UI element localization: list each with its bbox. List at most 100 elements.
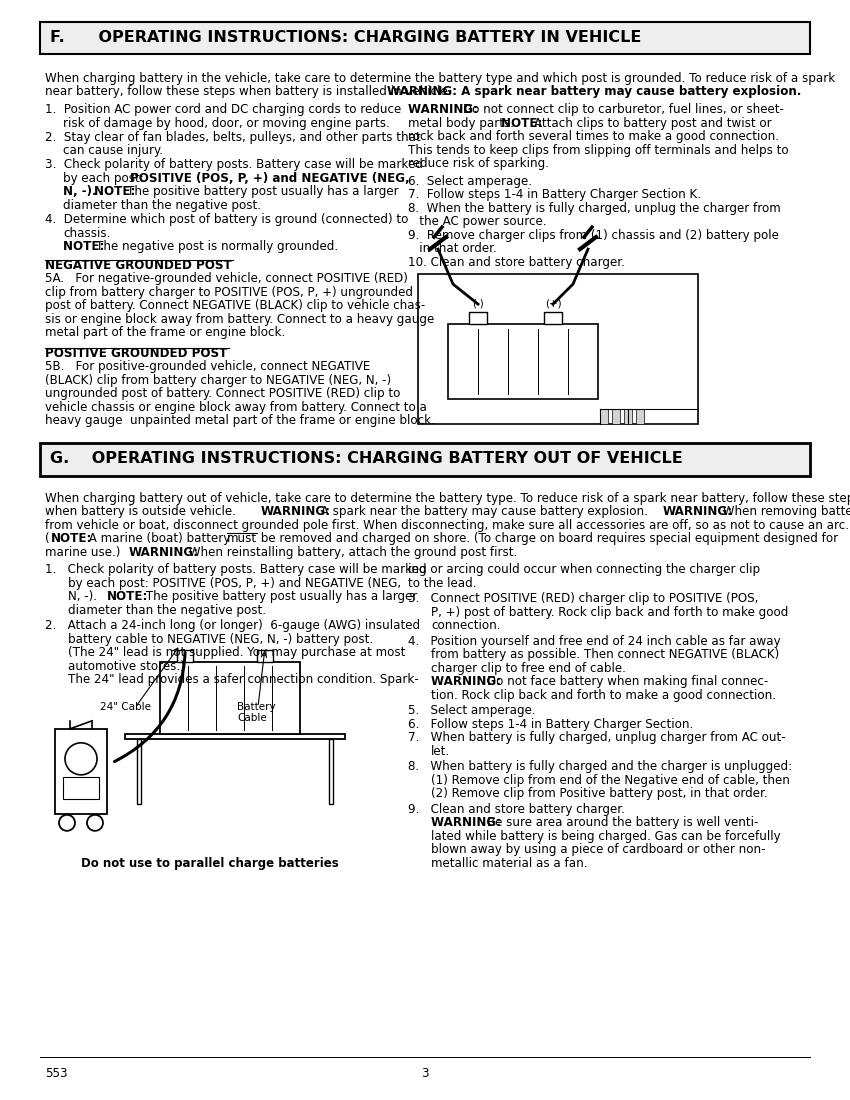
Text: 7.  Follow steps 1-4 in Battery Charger Section K.: 7. Follow steps 1-4 in Battery Charger S… (408, 188, 701, 201)
Text: When charging battery in the vehicle, take care to determine the battery type an: When charging battery in the vehicle, ta… (45, 72, 836, 85)
Bar (177, 650, 193, 662)
Text: be removed and charged on shore. (To charge on board requires special equipment : be removed and charged on shore. (To cha… (257, 532, 838, 546)
Text: NOTE:: NOTE: (107, 591, 149, 603)
Text: NEGATIVE GROUNDED POST: NEGATIVE GROUNDED POST (45, 258, 232, 272)
Bar (63, 777, 99, 799)
Text: 3.   Connect POSITIVE (RED) charger clip to POSITIVE (POS,: 3. Connect POSITIVE (RED) charger clip t… (408, 592, 758, 605)
Text: NOTE:: NOTE: (63, 240, 109, 253)
Text: metallic material as a fan.: metallic material as a fan. (431, 857, 587, 870)
Text: automotive stores.): automotive stores.) (68, 660, 184, 673)
Bar (137, 739, 141, 804)
Text: POSITIVE GROUNDED POST: POSITIVE GROUNDED POST (45, 346, 227, 360)
Text: WARNING:: WARNING: (261, 505, 331, 518)
Text: diameter than the negative post.: diameter than the negative post. (68, 604, 266, 617)
Text: 8.  When the battery is fully charged, unplug the charger from: 8. When the battery is fully charged, un… (408, 201, 781, 214)
Text: WARNING:: WARNING: (431, 675, 505, 689)
Text: lated while battery is being charged. Gas can be forcefully: lated while battery is being charged. Ga… (431, 829, 780, 843)
Text: (-): (-) (472, 298, 484, 308)
Text: When reinstalling battery, attach the ground post first.: When reinstalling battery, attach the gr… (185, 546, 518, 559)
Text: When charging battery out of vehicle, take care to determine the battery type. T: When charging battery out of vehicle, ta… (45, 492, 850, 505)
Bar (612, 409, 620, 425)
Text: 5.   Select amperage.: 5. Select amperage. (408, 704, 536, 717)
Text: connection.: connection. (431, 619, 501, 632)
Text: 9.   Clean and store battery charger.: 9. Clean and store battery charger. (408, 803, 625, 816)
Bar (600, 409, 608, 425)
Text: 8.   When battery is fully charged and the charger is unplugged:: 8. When battery is fully charged and the… (408, 760, 792, 773)
Bar (55, 729, 107, 814)
Bar (40, 442, 810, 475)
Text: chassis.: chassis. (63, 227, 110, 240)
Text: When removing battery: When removing battery (719, 505, 850, 518)
Text: 9.  Remove charger clips from (1) chassis and (2) battery pole: 9. Remove charger clips from (1) chassis… (408, 229, 779, 242)
Bar (329, 739, 333, 804)
Text: 5A.   For negative-grounded vehicle, connect POSITIVE (RED): 5A. For negative-grounded vehicle, conne… (45, 273, 408, 286)
Text: (2) Remove clip from Positive battery post, in that order.: (2) Remove clip from Positive battery po… (431, 788, 768, 801)
Text: vehicle chassis or engine block away from battery. Connect to a: vehicle chassis or engine block away fro… (45, 400, 427, 414)
Text: WARNING:: WARNING: (408, 103, 482, 116)
Text: 3: 3 (422, 1067, 428, 1080)
Text: ungrounded post of battery. Connect POSITIVE (RED) clip to: ungrounded post of battery. Connect POSI… (45, 387, 400, 400)
Text: post of battery. Connect NEGATIVE (BLACK) clip to vehicle chas-: post of battery. Connect NEGATIVE (BLACK… (45, 299, 425, 312)
Text: to the lead.: to the lead. (408, 576, 477, 590)
Text: by each post:: by each post: (63, 172, 148, 185)
Bar (469, 312, 487, 324)
Text: the AC power source.: the AC power source. (408, 216, 547, 228)
Text: This tends to keep clips from slipping off terminals and helps to: This tends to keep clips from slipping o… (408, 143, 789, 156)
Bar (40, 22, 810, 54)
Text: 6.   Follow steps 1-4 in Battery Charger Section.: 6. Follow steps 1-4 in Battery Charger S… (408, 718, 694, 730)
Text: from battery as possible. Then connect NEGATIVE (BLACK): from battery as possible. Then connect N… (431, 648, 779, 661)
Text: WARNING:: WARNING: (431, 816, 505, 829)
Text: POSITIVE (POS, P, +) and NEGATIVE (NEG,: POSITIVE (POS, P, +) and NEGATIVE (NEG, (130, 172, 410, 185)
Text: Do not connect clip to carburetor, fuel lines, or sheet-: Do not connect clip to carburetor, fuel … (463, 103, 784, 116)
Text: 3.  Check polarity of battery posts. Battery case will be marked: 3. Check polarity of battery posts. Batt… (45, 158, 422, 172)
Text: heavy gauge  unpainted metal part of the frame or engine block.: heavy gauge unpainted metal part of the … (45, 415, 435, 427)
Text: by each post: POSITIVE (POS, P, +) and NEGATIVE (NEG,: by each post: POSITIVE (POS, P, +) and N… (68, 576, 401, 590)
Text: A spark near the battery may cause battery explosion.: A spark near the battery may cause batte… (317, 505, 652, 518)
Text: 553: 553 (45, 1067, 68, 1080)
Text: 1.  Position AC power cord and DC charging cords to reduce: 1. Position AC power cord and DC chargin… (45, 103, 401, 116)
Text: when battery is outside vehicle.: when battery is outside vehicle. (45, 505, 240, 518)
Text: let.: let. (431, 745, 450, 758)
Bar (636, 409, 644, 425)
Text: ing or arcing could occur when connecting the charger clip: ing or arcing could occur when connectin… (408, 563, 760, 576)
Text: 4.   Position yourself and free end of 24 inch cable as far away: 4. Position yourself and free end of 24 … (408, 635, 780, 648)
Text: N, -).: N, -). (63, 186, 101, 198)
Text: 24" Cable: 24" Cable (100, 702, 151, 712)
Text: 7.   When battery is fully charged, unplug charger from AC out-: 7. When battery is fully charged, unplug… (408, 732, 785, 745)
Text: NOTE:: NOTE: (51, 532, 93, 546)
Text: tion. Rock clip back and forth to make a good connection.: tion. Rock clip back and forth to make a… (431, 689, 776, 702)
Text: (1) Remove clip from end of the Negative end of cable, then: (1) Remove clip from end of the Negative… (431, 774, 790, 786)
Text: WARNING:: WARNING: (129, 546, 199, 559)
Text: NOTE:: NOTE: (501, 117, 547, 130)
Text: charger clip to free end of cable.: charger clip to free end of cable. (431, 662, 626, 674)
Text: P, +) post of battery. Rock clip back and forth to make good: P, +) post of battery. Rock clip back an… (431, 606, 788, 619)
Text: The positive battery post usually has a larger: The positive battery post usually has a … (127, 186, 399, 198)
Text: Do not use to parallel charge batteries: Do not use to parallel charge batteries (81, 857, 339, 870)
Bar (257, 650, 273, 662)
Text: NOTE:: NOTE: (94, 186, 139, 198)
Text: 4.  Determine which post of battery is ground (connected) to: 4. Determine which post of battery is gr… (45, 213, 408, 227)
Bar (418, 274, 698, 425)
Text: from vehicle or boat, disconnect grounded pole first. When disconnecting, make s: from vehicle or boat, disconnect grounde… (45, 519, 849, 531)
Text: reduce risk of sparking.: reduce risk of sparking. (408, 157, 549, 170)
Text: WARNING:: WARNING: (663, 505, 733, 518)
Text: N, -).: N, -). (68, 591, 101, 603)
Text: The negative post is normally grounded.: The negative post is normally grounded. (96, 240, 338, 253)
Text: near battery, follow these steps when battery is installed in vehicle.: near battery, follow these steps when ba… (45, 86, 456, 99)
Text: metal part of the frame or engine block.: metal part of the frame or engine block. (45, 327, 286, 340)
Text: A marine (boat) battery: A marine (boat) battery (85, 532, 234, 546)
Text: 10. Clean and store battery charger.: 10. Clean and store battery charger. (408, 255, 625, 268)
Text: 6.  Select amperage.: 6. Select amperage. (408, 175, 532, 188)
Text: (BLACK) clip from battery charger to NEGATIVE (NEG, N, -): (BLACK) clip from battery charger to NEG… (45, 374, 391, 387)
Text: 2.   Attach a 24-inch long (or longer)  6-gauge (AWG) insulated: 2. Attach a 24-inch long (or longer) 6-g… (45, 619, 420, 632)
Text: 1.   Check polarity of battery posts. Battery case will be marked: 1. Check polarity of battery posts. Batt… (45, 563, 427, 576)
Bar (160, 662, 300, 734)
Text: risk of damage by hood, door, or moving engine parts.: risk of damage by hood, door, or moving … (63, 117, 390, 130)
Text: must: must (227, 532, 257, 546)
Text: F.      OPERATING INSTRUCTIONS: CHARGING BATTERY IN VEHICLE: F. OPERATING INSTRUCTIONS: CHARGING BATT… (50, 30, 642, 45)
Text: rock back and forth several times to make a good connection.: rock back and forth several times to mak… (408, 130, 779, 143)
Bar (544, 312, 562, 324)
Text: (: ( (45, 532, 49, 546)
Text: WARNING: A spark near battery may cause battery explosion.: WARNING: A spark near battery may cause … (387, 86, 802, 99)
Text: marine use.): marine use.) (45, 546, 124, 559)
